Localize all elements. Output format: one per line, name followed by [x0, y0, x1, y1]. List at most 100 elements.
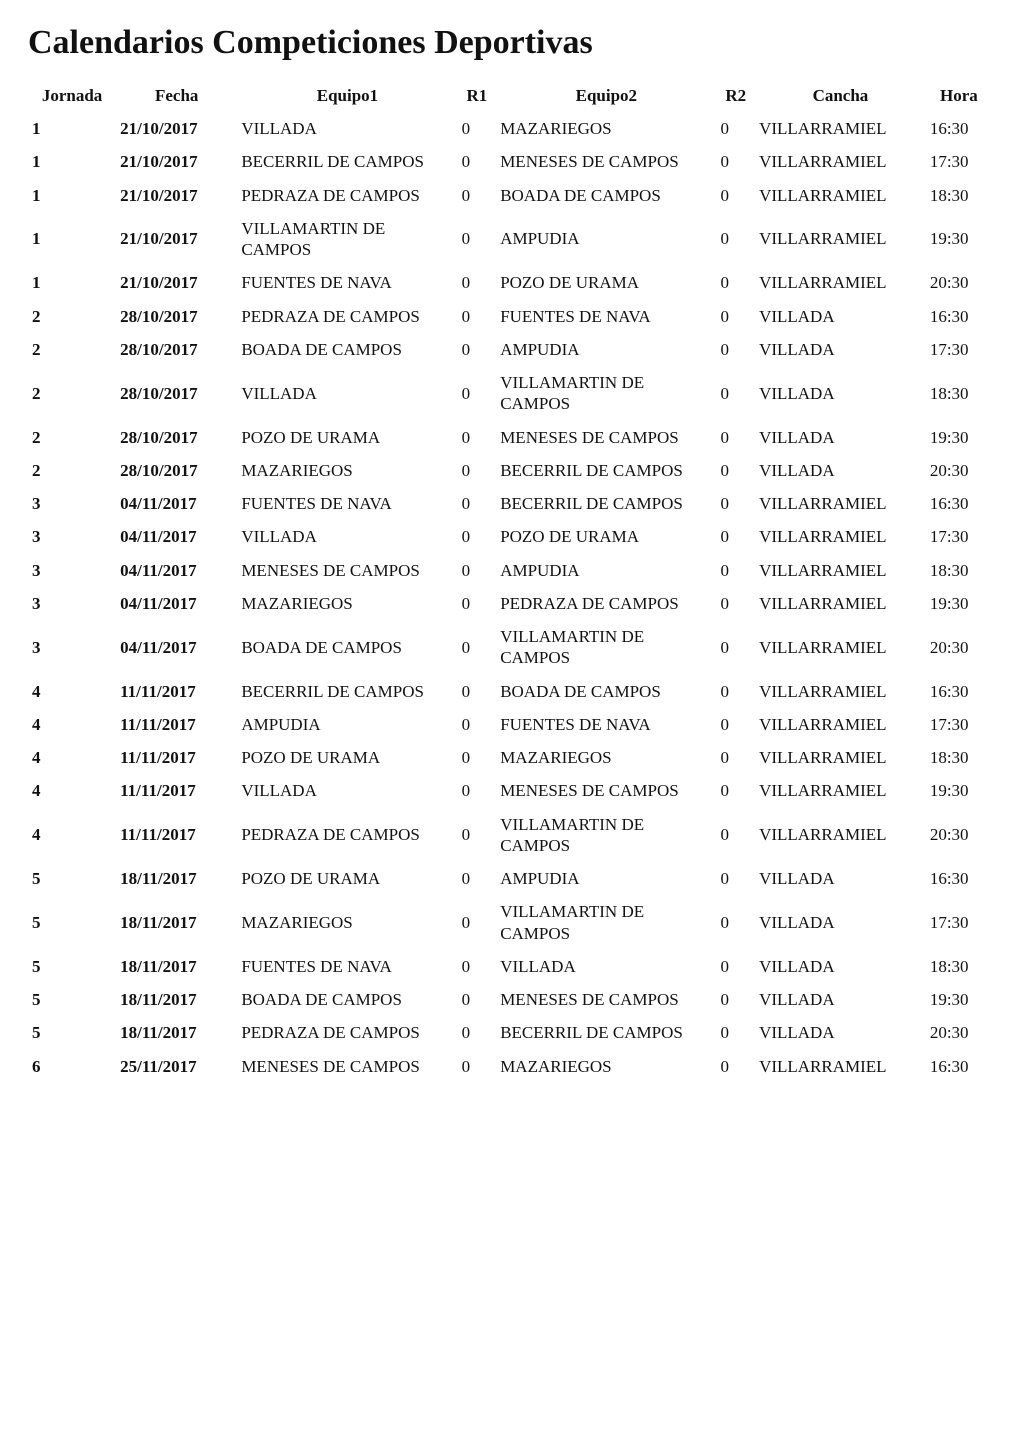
col-fecha: Fecha	[116, 80, 237, 112]
cell-jornada: 4	[28, 774, 116, 807]
cell-jornada: 5	[28, 950, 116, 983]
cell-fecha: 11/11/2017	[116, 808, 237, 863]
cell-r1: 0	[458, 454, 497, 487]
cell-cancha: VILLARRAMIEL	[755, 112, 926, 145]
cell-r1: 0	[458, 983, 497, 1016]
cell-hora: 17:30	[926, 520, 992, 553]
cell-r1: 0	[458, 708, 497, 741]
table-row: 625/11/2017MENESES DE CAMPOS0MAZARIEGOS0…	[28, 1050, 992, 1083]
cell-r1: 0	[458, 421, 497, 454]
cell-equipo2: AMPUDIA	[496, 862, 716, 895]
cell-r1: 0	[458, 212, 497, 267]
col-equipo2: Equipo2	[496, 80, 716, 112]
cell-hora: 18:30	[926, 366, 992, 421]
cell-hora: 17:30	[926, 145, 992, 178]
cell-hora: 19:30	[926, 421, 992, 454]
cell-equipo1: FUENTES DE NAVA	[237, 950, 457, 983]
cell-cancha: VILLARRAMIEL	[755, 587, 926, 620]
cell-equipo2: BOADA DE CAMPOS	[496, 179, 716, 212]
cell-r2: 0	[717, 587, 756, 620]
table-row: 304/11/2017FUENTES DE NAVA0BECERRIL DE C…	[28, 487, 992, 520]
cell-r2: 0	[717, 520, 756, 553]
table-row: 121/10/2017BECERRIL DE CAMPOS0MENESES DE…	[28, 145, 992, 178]
cell-jornada: 4	[28, 808, 116, 863]
cell-r2: 0	[717, 708, 756, 741]
cell-equipo2: VILLAMARTIN DE CAMPOS	[496, 366, 716, 421]
cell-r1: 0	[458, 587, 497, 620]
table-row: 228/10/2017MAZARIEGOS0BECERRIL DE CAMPOS…	[28, 454, 992, 487]
cell-hora: 17:30	[926, 708, 992, 741]
cell-equipo2: AMPUDIA	[496, 554, 716, 587]
table-header-row: Jornada Fecha Equipo1 R1 Equipo2 R2 Canc…	[28, 80, 992, 112]
cell-r2: 0	[717, 895, 756, 950]
cell-equipo2: VILLAMARTIN DE CAMPOS	[496, 620, 716, 675]
cell-fecha: 11/11/2017	[116, 708, 237, 741]
col-equipo1: Equipo1	[237, 80, 457, 112]
cell-r1: 0	[458, 808, 497, 863]
table-row: 411/11/2017BECERRIL DE CAMPOS0BOADA DE C…	[28, 675, 992, 708]
cell-r1: 0	[458, 300, 497, 333]
cell-equipo2: MENESES DE CAMPOS	[496, 983, 716, 1016]
cell-r2: 0	[717, 366, 756, 421]
cell-r1: 0	[458, 520, 497, 553]
cell-equipo1: PEDRAZA DE CAMPOS	[237, 179, 457, 212]
cell-r1: 0	[458, 774, 497, 807]
cell-equipo1: VILLADA	[237, 520, 457, 553]
cell-equipo1: MAZARIEGOS	[237, 587, 457, 620]
cell-hora: 20:30	[926, 620, 992, 675]
cell-fecha: 11/11/2017	[116, 675, 237, 708]
cell-fecha: 04/11/2017	[116, 554, 237, 587]
cell-jornada: 3	[28, 554, 116, 587]
cell-equipo2: POZO DE URAMA	[496, 266, 716, 299]
cell-r2: 0	[717, 950, 756, 983]
cell-fecha: 18/11/2017	[116, 983, 237, 1016]
table-row: 228/10/2017PEDRAZA DE CAMPOS0FUENTES DE …	[28, 300, 992, 333]
table-row: 228/10/2017VILLADA0VILLAMARTIN DE CAMPOS…	[28, 366, 992, 421]
cell-jornada: 4	[28, 708, 116, 741]
cell-jornada: 1	[28, 266, 116, 299]
col-r1: R1	[458, 80, 497, 112]
cell-equipo1: VILLADA	[237, 774, 457, 807]
cell-r1: 0	[458, 112, 497, 145]
cell-r2: 0	[717, 675, 756, 708]
table-row: 411/11/2017PEDRAZA DE CAMPOS0VILLAMARTIN…	[28, 808, 992, 863]
cell-jornada: 2	[28, 366, 116, 421]
table-row: 304/11/2017MAZARIEGOS0PEDRAZA DE CAMPOS0…	[28, 587, 992, 620]
cell-r2: 0	[717, 421, 756, 454]
cell-r1: 0	[458, 1016, 497, 1049]
cell-hora: 20:30	[926, 266, 992, 299]
table-row: 228/10/2017POZO DE URAMA0MENESES DE CAMP…	[28, 421, 992, 454]
cell-equipo1: PEDRAZA DE CAMPOS	[237, 300, 457, 333]
cell-equipo2: VILLAMARTIN DE CAMPOS	[496, 895, 716, 950]
cell-hora: 20:30	[926, 1016, 992, 1049]
cell-fecha: 18/11/2017	[116, 1016, 237, 1049]
cell-cancha: VILLARRAMIEL	[755, 675, 926, 708]
cell-r2: 0	[717, 266, 756, 299]
cell-r2: 0	[717, 554, 756, 587]
cell-r1: 0	[458, 366, 497, 421]
cell-cancha: VILLADA	[755, 983, 926, 1016]
cell-jornada: 3	[28, 587, 116, 620]
cell-r2: 0	[717, 487, 756, 520]
cell-hora: 16:30	[926, 675, 992, 708]
cell-jornada: 1	[28, 112, 116, 145]
cell-equipo2: BOADA DE CAMPOS	[496, 675, 716, 708]
cell-cancha: VILLARRAMIEL	[755, 520, 926, 553]
cell-hora: 17:30	[926, 333, 992, 366]
cell-equipo2: MAZARIEGOS	[496, 112, 716, 145]
cell-equipo1: MENESES DE CAMPOS	[237, 554, 457, 587]
cell-fecha: 21/10/2017	[116, 266, 237, 299]
table-row: 304/11/2017VILLADA0POZO DE URAMA0VILLARR…	[28, 520, 992, 553]
page-title: Calendarios Competiciones Deportivas	[28, 24, 992, 62]
table-row: 121/10/2017VILLAMARTIN DE CAMPOS0AMPUDIA…	[28, 212, 992, 267]
cell-fecha: 21/10/2017	[116, 112, 237, 145]
cell-jornada: 1	[28, 212, 116, 267]
cell-equipo2: FUENTES DE NAVA	[496, 300, 716, 333]
cell-cancha: VILLARRAMIEL	[755, 808, 926, 863]
cell-cancha: VILLARRAMIEL	[755, 179, 926, 212]
schedule-table: Jornada Fecha Equipo1 R1 Equipo2 R2 Canc…	[28, 80, 992, 1083]
cell-r2: 0	[717, 774, 756, 807]
col-hora: Hora	[926, 80, 992, 112]
table-row: 121/10/2017VILLADA0MAZARIEGOS0VILLARRAMI…	[28, 112, 992, 145]
cell-r1: 0	[458, 895, 497, 950]
